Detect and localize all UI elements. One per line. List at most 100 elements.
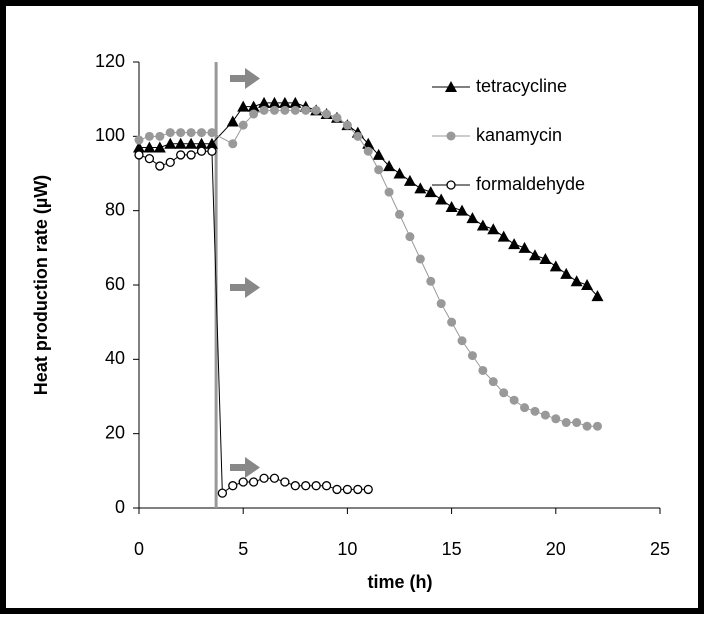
point: [530, 406, 540, 416]
x-tick-label: 5: [238, 539, 248, 559]
point: [301, 105, 311, 115]
point: [321, 481, 332, 491]
point: [488, 377, 498, 387]
point: [207, 128, 217, 138]
point: [176, 150, 186, 160]
point: [197, 128, 207, 138]
arrow-head: [245, 277, 260, 298]
point: [353, 131, 363, 141]
legend-label: tetracycline: [476, 76, 567, 96]
arrows: [230, 68, 260, 478]
point: [405, 232, 415, 242]
point: [196, 146, 207, 156]
point: [134, 150, 144, 160]
point: [311, 105, 321, 115]
y-tick-label: 80: [105, 199, 125, 219]
y-tick-label: 120: [95, 51, 125, 71]
point: [311, 481, 321, 491]
legend-marker: [446, 131, 456, 141]
point: [582, 421, 592, 431]
arrow-head: [245, 457, 260, 478]
point: [592, 421, 602, 431]
legend-label: kanamycin: [476, 125, 562, 145]
point: [144, 131, 154, 141]
y-tick-label: 60: [105, 274, 125, 294]
point: [280, 477, 290, 487]
point: [549, 260, 562, 272]
x-tick-label: 15: [442, 539, 462, 559]
point: [134, 135, 144, 145]
point: [540, 410, 550, 420]
point: [195, 137, 208, 149]
point: [487, 223, 500, 235]
x-tick-label: 25: [650, 539, 670, 559]
x-tick-label: 10: [337, 539, 357, 559]
legend-marker: [445, 81, 457, 92]
point: [259, 473, 269, 483]
point: [176, 128, 186, 138]
point: [457, 336, 467, 346]
point: [414, 182, 427, 194]
point: [342, 120, 352, 130]
x-tick-label: 20: [546, 539, 566, 559]
arrow-shaft: [230, 75, 246, 82]
y-tick-label: 100: [95, 125, 125, 145]
point: [362, 137, 375, 149]
y-axis-title: Heat production rate (µW): [31, 175, 51, 395]
y-tick-label: 40: [105, 348, 125, 368]
x-axis-title: time (h): [368, 572, 433, 592]
point: [447, 317, 457, 327]
point: [572, 418, 582, 428]
point: [520, 403, 530, 413]
point: [269, 473, 280, 483]
point: [467, 351, 477, 361]
point: [415, 254, 425, 264]
point: [570, 275, 583, 287]
point: [591, 290, 604, 302]
point: [186, 150, 196, 160]
point: [207, 146, 217, 156]
point: [237, 100, 250, 112]
point: [445, 200, 458, 212]
point: [143, 141, 156, 153]
point: [561, 418, 571, 428]
point: [258, 96, 271, 108]
point: [259, 105, 269, 115]
point: [226, 115, 239, 127]
point: [144, 153, 155, 164]
point: [476, 219, 489, 231]
point: [248, 477, 259, 487]
point: [228, 481, 238, 491]
legend-label: formaldehyde: [476, 174, 585, 194]
point: [342, 484, 353, 495]
point: [332, 113, 342, 123]
point: [383, 160, 396, 172]
point: [363, 484, 373, 495]
point: [456, 204, 469, 216]
point: [290, 105, 300, 115]
point: [155, 131, 165, 141]
point: [269, 105, 279, 115]
legend-marker: [446, 180, 456, 190]
point: [372, 148, 385, 160]
point: [466, 212, 479, 224]
point: [403, 174, 416, 186]
point: [393, 167, 406, 179]
point: [301, 481, 311, 491]
point: [186, 128, 196, 138]
point: [508, 238, 521, 250]
point: [424, 186, 437, 198]
point: [374, 165, 384, 175]
point: [165, 128, 175, 138]
point: [249, 109, 259, 119]
point: [164, 137, 177, 149]
point: [217, 488, 228, 498]
point: [238, 477, 248, 487]
point: [290, 481, 300, 491]
point: [155, 161, 165, 171]
point: [268, 96, 281, 108]
point: [509, 395, 519, 405]
point: [581, 279, 594, 290]
point: [497, 230, 510, 242]
